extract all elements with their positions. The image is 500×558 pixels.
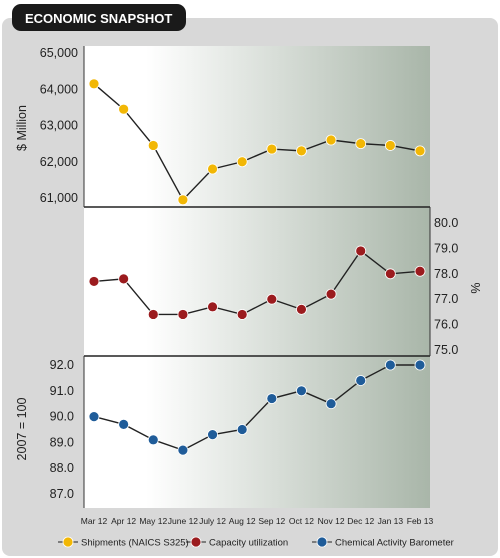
y-axis-title: % bbox=[469, 282, 483, 293]
data-point bbox=[147, 434, 159, 446]
data-point bbox=[236, 156, 248, 168]
data-point bbox=[88, 78, 100, 90]
y-tick-label: 61,000 bbox=[40, 191, 78, 205]
y-tick-label: 87.0 bbox=[50, 487, 74, 501]
series-line bbox=[93, 249, 421, 316]
data-point bbox=[266, 143, 278, 155]
data-point bbox=[207, 429, 218, 441]
y-axis-title: 2007 = 100 bbox=[15, 398, 29, 461]
data-point bbox=[266, 393, 278, 404]
data-point bbox=[296, 385, 307, 397]
x-tick-label: Aug 12 bbox=[229, 516, 256, 526]
data-point bbox=[88, 276, 100, 287]
y-tick-label: 77.0 bbox=[434, 292, 458, 306]
data-point bbox=[355, 375, 367, 386]
data-point bbox=[147, 140, 159, 151]
data-point bbox=[236, 424, 248, 435]
x-tick-label: Feb 13 bbox=[407, 516, 434, 526]
data-point bbox=[118, 273, 130, 285]
data-point bbox=[207, 301, 218, 313]
header-title: ECONOMIC SNAPSHOT bbox=[25, 11, 172, 26]
legend-label: Chemical Activity Barometer bbox=[335, 538, 454, 549]
y-axis-title: $ Million bbox=[15, 105, 29, 151]
y-tick-label: 79.0 bbox=[434, 241, 458, 255]
y-tick-label: 63,000 bbox=[40, 119, 78, 133]
y-tick-label: 62,000 bbox=[40, 155, 78, 169]
y-tick-label: 78.0 bbox=[434, 267, 458, 281]
data-point bbox=[118, 103, 130, 115]
header-tab bbox=[12, 4, 186, 31]
y-tick-label: 64,000 bbox=[40, 82, 78, 96]
data-point bbox=[236, 309, 248, 320]
y-tick-label: 76.0 bbox=[434, 318, 458, 332]
x-tick-label: June 12 bbox=[168, 516, 199, 526]
x-tick-label: Dec 12 bbox=[347, 516, 374, 526]
data-point bbox=[296, 303, 307, 315]
data-point bbox=[384, 359, 396, 371]
data-point bbox=[355, 245, 367, 257]
data-point bbox=[414, 265, 426, 277]
legend-marker bbox=[190, 536, 202, 548]
x-tick-label: Jan 13 bbox=[378, 516, 404, 526]
data-point bbox=[384, 268, 396, 280]
data-point bbox=[207, 163, 218, 175]
x-tick-label: Sep 12 bbox=[258, 516, 285, 526]
data-point bbox=[296, 145, 307, 157]
data-point bbox=[266, 293, 278, 305]
y-tick-label: 88.0 bbox=[50, 461, 74, 475]
legend-label: Shipments (NAICS S325) bbox=[81, 538, 189, 549]
data-point bbox=[177, 444, 189, 456]
y-tick-label: 89.0 bbox=[50, 435, 74, 449]
data-point bbox=[325, 398, 337, 410]
data-point bbox=[384, 140, 396, 151]
data-point bbox=[325, 134, 337, 146]
y-tick-label: 80.0 bbox=[434, 216, 458, 230]
x-tick-label: Oct 12 bbox=[289, 516, 314, 526]
panel-bg bbox=[84, 46, 430, 508]
y-tick-label: 91.0 bbox=[50, 384, 74, 398]
x-tick-label: May 12 bbox=[139, 516, 167, 526]
data-point bbox=[147, 309, 159, 320]
data-point bbox=[177, 309, 189, 320]
legend-label: Capacity utilization bbox=[209, 538, 288, 549]
series-line bbox=[93, 364, 420, 451]
y-tick-label: 65,000 bbox=[40, 46, 78, 60]
data-point bbox=[414, 359, 426, 371]
data-point bbox=[118, 418, 130, 430]
x-tick-label: Mar 12 bbox=[81, 516, 108, 526]
data-point bbox=[325, 288, 337, 300]
y-tick-label: 75.0 bbox=[434, 343, 458, 357]
data-point bbox=[355, 138, 367, 150]
x-tick-label: Apr 12 bbox=[111, 516, 136, 526]
x-tick-label: July 12 bbox=[199, 516, 226, 526]
data-point bbox=[414, 145, 426, 157]
data-point bbox=[177, 194, 189, 206]
y-tick-label: 92.0 bbox=[50, 358, 74, 372]
y-tick-label: 90.0 bbox=[50, 410, 74, 424]
legend-marker bbox=[316, 536, 328, 548]
x-tick-label: Nov 12 bbox=[318, 516, 345, 526]
legend-marker bbox=[62, 536, 74, 548]
data-point bbox=[88, 411, 100, 423]
